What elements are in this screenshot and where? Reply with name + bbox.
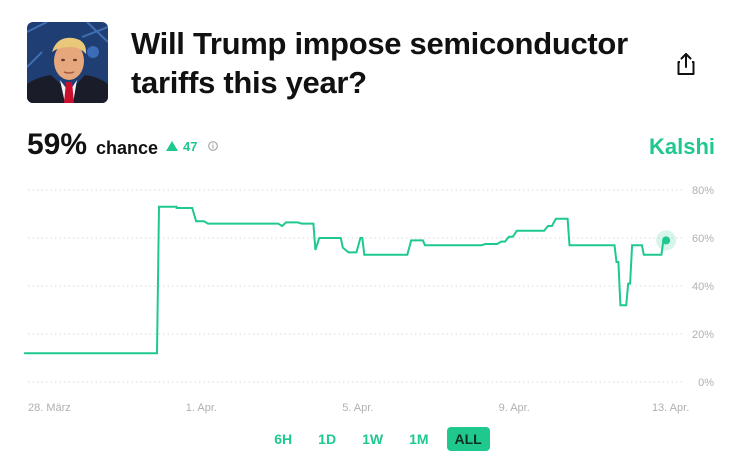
info-icon[interactable] xyxy=(208,141,218,151)
range-1w-button[interactable]: 1W xyxy=(362,431,384,447)
y-tick-label: 0% xyxy=(698,377,714,389)
market-title-line-1: Will Trump impose semiconductor xyxy=(131,26,628,61)
y-tick-label: 20% xyxy=(692,329,714,341)
x-tick-label: 1. Apr. xyxy=(186,402,217,414)
probability-delta: 47 xyxy=(183,139,198,154)
market-thumbnail xyxy=(27,22,108,103)
y-tick-label: 80% xyxy=(692,185,714,197)
probability-chart: 0% 20% 40% 60% 80% 28. März 1. Apr. 5. Apr. 9. A… xyxy=(24,185,714,414)
triangle-up-icon xyxy=(166,141,178,151)
chance-label: chance xyxy=(96,138,159,158)
range-1d-button[interactable]: 1D xyxy=(318,431,337,447)
x-tick-label: 9. Apr. xyxy=(499,402,530,414)
x-tick-label: 28. März xyxy=(28,402,71,414)
x-tick-label: 5. Apr. xyxy=(342,402,373,414)
market-title: Will Trump impose semiconductor tariffs … xyxy=(131,24,631,102)
y-tick-label: 60% xyxy=(692,233,714,245)
probability-value: 59% xyxy=(27,128,88,161)
y-tick-label: 40% xyxy=(692,281,714,293)
time-range-selector: 6H 1D 1W 1M ALL xyxy=(0,427,756,451)
range-6h-button[interactable]: 6H xyxy=(274,431,293,447)
x-tick-label: 13. Apr. xyxy=(652,402,689,414)
market-title-line-2: tariffs this year? xyxy=(131,65,367,100)
current-point-marker[interactable] xyxy=(662,236,671,245)
series-line xyxy=(24,205,667,355)
share-button[interactable] xyxy=(676,52,696,76)
range-all-button[interactable]: ALL xyxy=(446,427,490,451)
share-icon xyxy=(677,53,695,75)
range-1m-button[interactable]: 1M xyxy=(409,431,429,447)
brand-logo[interactable]: Kalshi xyxy=(648,134,715,159)
portrait-image xyxy=(27,22,108,103)
